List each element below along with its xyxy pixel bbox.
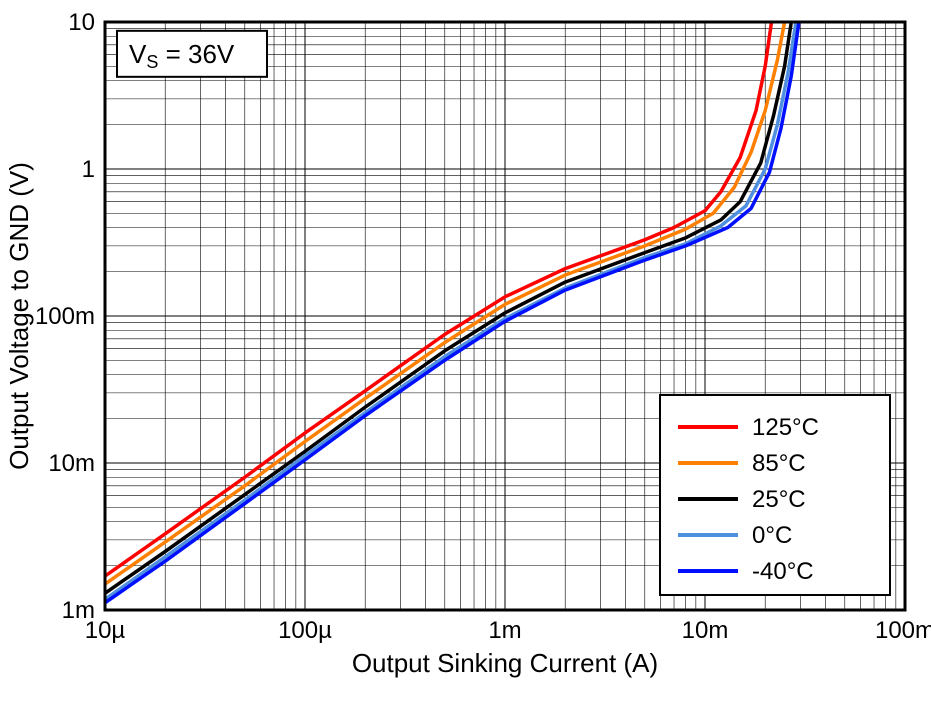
y-tick-label: 10 <box>68 9 95 36</box>
y-tick-label: 1 <box>82 156 95 183</box>
x-tick-label: 1m <box>488 617 521 644</box>
chart-container: 10µ100µ1m10m100m1m10m100m110Output Sinki… <box>0 0 931 701</box>
x-axis-label: Output Sinking Current (A) <box>352 648 658 678</box>
x-tick-label: 100m <box>875 617 931 644</box>
y-tick-label: 1m <box>62 597 95 624</box>
x-tick-label: 10m <box>682 617 729 644</box>
legend-label: 0°C <box>752 522 792 549</box>
legend-label: 125°C <box>752 414 819 441</box>
y-axis-label: Output Voltage to GND (V) <box>4 162 34 470</box>
legend-label: -40°C <box>752 558 814 585</box>
legend-label: 25°C <box>752 486 806 513</box>
x-tick-label: 100µ <box>278 617 332 644</box>
chart-svg: 10µ100µ1m10m100m1m10m100m110Output Sinki… <box>0 0 931 701</box>
annotation-text: VS = 36V <box>129 39 235 72</box>
legend-label: 85°C <box>752 450 806 477</box>
y-tick-label: 10m <box>48 450 95 477</box>
y-tick-label: 100m <box>35 303 95 330</box>
